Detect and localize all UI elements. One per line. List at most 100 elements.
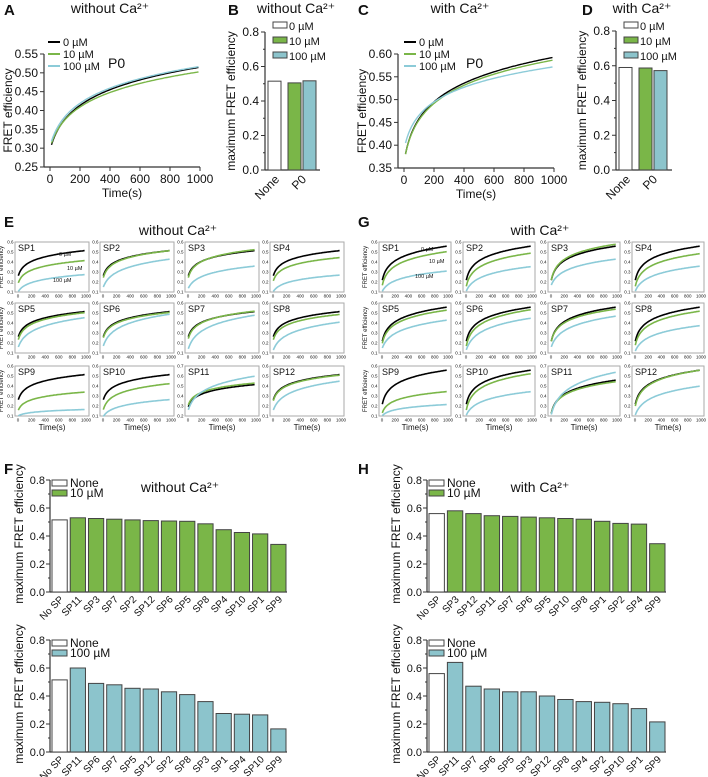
legend-swatch [428,639,445,647]
bar-sp10 [233,532,251,593]
x-tick-label: 600 [225,418,233,423]
x-tick-label: 0 [550,294,553,299]
series-line-0 [50,66,199,146]
x-tick-label: 400 [126,355,134,360]
y-tick-label: 0.5 [371,250,378,255]
x-tick-label: 1000 [81,418,92,423]
y-axis-label: FRET efficiency [0,246,5,288]
bar-sp5 [538,517,556,593]
series-line-2 [634,324,700,352]
series-line-1 [187,248,255,278]
bar-sp1 [215,713,232,753]
y-tick-label: 0.4 [92,384,99,389]
x-tick-label: 200 [28,294,36,299]
y-axis-label: maximum FRET efficiency [389,464,403,604]
y-tick-label: 0.1 [92,351,99,356]
x-tick-label: 1000 [166,294,177,299]
series-line-2 [17,316,85,348]
x-tick-label: 1000 [251,294,262,299]
x-tick-label: 600 [587,355,595,360]
y-tick-label: 0.5 [455,311,462,316]
y-tick-label: 0.3 [371,270,378,275]
series-line-1 [634,310,700,346]
category-label: SP12 [455,594,480,619]
y-tick-label: 0.5 [540,384,547,389]
series-line-1 [17,391,85,411]
series-line-1 [50,71,199,144]
y-tick-label: 0.60 [369,47,393,61]
y-axis-label: maximum FRET efficiency [12,464,26,604]
bar-sp3 [520,691,537,753]
series-line-1 [272,256,340,282]
x-tick-label: 400 [211,418,219,423]
bar-sp4 [630,523,648,593]
bar-sp6 [87,682,105,753]
y-axis-label: FRET efficiency [363,370,369,412]
x-axis-label: Time(s) [655,423,682,432]
y-axis-label: FRET efficiency [0,370,5,412]
series-line-2 [272,321,340,351]
y-tick-label: 0.5 [92,250,99,255]
x-tick-label: 400 [574,418,582,423]
x-tick-label: 400 [296,418,304,423]
x-tick-label: 600 [502,355,510,360]
y-tick-label: 0.1 [262,351,269,356]
y-tick-label: 0.6 [407,663,422,675]
series-line-1 [272,313,340,340]
subplot-sp9: 0.1 0.2 0.3 0.4 0.5 0.6 0 200 400 600 800 1000 SP9 FR… [0,364,92,433]
legend-label: 0 µM [640,21,665,33]
x-tick-label: 0 [550,418,553,423]
subplot-sp8: 0.1 0.2 0.3 0.4 0.5 0.6 0 200 400 600 800 1000 SP8 [624,301,706,360]
y-tick-label: 0.4 [7,321,14,326]
x-tick-label: 200 [475,355,483,360]
y-tick-label: 0.30 [15,141,39,155]
x-tick-label: 400 [405,418,413,423]
y-tick-label: 0.3 [624,331,631,336]
x-tick-label: 400 [211,294,219,299]
x-tick-label: 1000 [696,355,707,360]
legend-label: 10 µM [419,49,450,61]
category-label: SP1 [246,594,267,615]
y-tick-label: 0.6 [262,364,269,369]
subplot-title: SP3 [551,243,568,253]
subplot-title: SP5 [382,304,399,314]
bar-sp9 [270,728,287,753]
series-line-1 [465,308,531,347]
y-tick-label: 0.4 [593,94,610,108]
series-line-2 [102,258,170,288]
y-tick-label: 0.8 [593,24,610,38]
category-label: SP7 [496,594,517,615]
subplot-title: SP12 [273,367,295,377]
x-tick-label: 1000 [251,418,262,423]
bar-sp12 [538,695,556,753]
legend-swatch [51,649,68,657]
legend-label: 10 µM [289,36,320,48]
y-tick-label: 0.3 [371,331,378,336]
y-tick-label: 0.3 [455,331,462,336]
x-tick-label: 600 [55,418,63,423]
y-tick-label: 0.6 [262,301,269,306]
legend-swatch [623,51,639,59]
legend-label: 10 µM [70,486,104,500]
legend-label: None [447,476,476,490]
y-tick-label: 0.2 [177,280,184,285]
legend-swatch [623,36,639,44]
x-tick-label: 200 [424,173,444,187]
x-tick-label: 800 [69,418,77,423]
category-label: SP8 [173,754,194,775]
subplot-sp1: 0.1 0.2 0.3 0.4 0.5 0.6 0 200 400 600 800 1000 SP1 0 … [0,240,92,299]
x-tick-label: 800 [324,355,332,360]
y-tick-label: 0.1 [624,290,631,295]
x-tick-label: 1000 [251,355,262,360]
y-tick-label: 0.8 [30,635,45,647]
bar-sp12 [142,688,159,753]
x-tick-label: 600 [587,294,595,299]
y-axis-label: maximum FRET efficiency [389,624,403,764]
x-tick-label: 600 [418,355,426,360]
category-label: SP6 [514,594,535,615]
legend-swatch [428,649,445,657]
x-tick-label: 800 [239,294,247,299]
subplot-sp7: 0.1 0.2 0.3 0.4 0.5 0.6 0 200 400 600 800 1000 SP7 [540,301,622,360]
series-line-1 [17,259,85,284]
category-label: SP10 [242,754,267,777]
